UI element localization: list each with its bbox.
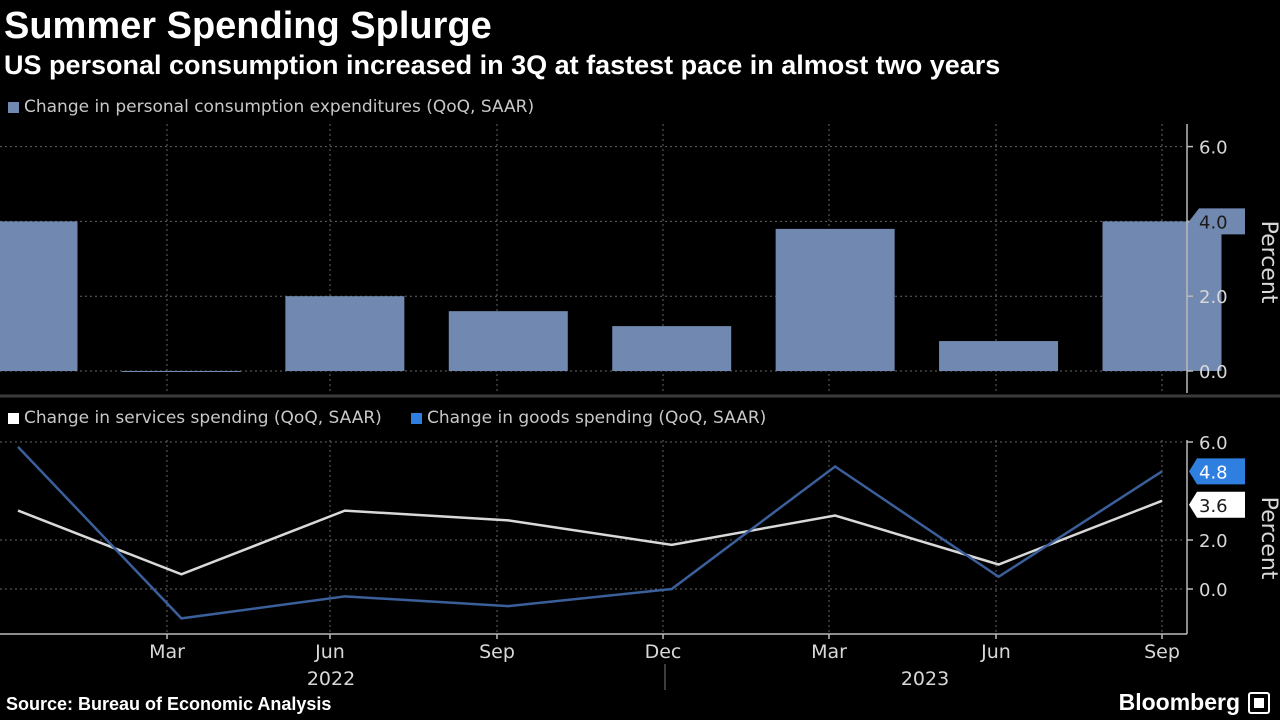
line-panel-ytick-label-1: 2.0 [1199, 531, 1228, 552]
year-label-2022: 2022 [307, 668, 355, 690]
bar-last-value-tag [1189, 208, 1245, 235]
services-legend-swatch [8, 412, 19, 424]
bar-2 [285, 296, 405, 371]
bar-0 [0, 221, 78, 371]
line-panel-ytick-label-2: 0.0 [1199, 580, 1228, 601]
bar-panel-ytick-label-2: 2.0 [1199, 287, 1228, 308]
source-note: Source: Bureau of Economic Analysis [6, 694, 332, 714]
bar-5 [775, 228, 895, 371]
goods-line [17, 446, 1163, 620]
goods-legend-label: Change in goods spending (QoQ, SAAR) [427, 408, 767, 428]
goods-last-value-tag [1189, 458, 1245, 485]
x-tick-label-2: Sep [479, 641, 515, 663]
line-panel-ytick-label-0: 6.0 [1199, 433, 1228, 454]
bar-1 [121, 371, 241, 372]
year-label-2023: 2023 [901, 668, 949, 690]
brand-icon [1248, 691, 1270, 714]
x-tick-label-3: Dec [645, 641, 682, 663]
goods-last-value-label: 4.8 [1199, 462, 1228, 483]
x-tick-label-5: Jun [980, 641, 1011, 663]
line-legend-services: Change in services spending (QoQ, SAAR) [8, 408, 382, 428]
bar-panel-ylabel: Percent [1256, 221, 1280, 304]
goods-legend-swatch [411, 412, 422, 424]
bar-last-value-label: 4.0 [1199, 212, 1228, 233]
services-last-value-tag [1189, 491, 1245, 518]
chart-subtitle: US personal consumption increased in 3Q … [4, 50, 1001, 80]
bar-6 [939, 341, 1059, 371]
bar-3 [448, 311, 568, 371]
line-panel-ylabel: Percent [1256, 497, 1280, 580]
chart-title: Summer Spending Splurge [4, 5, 492, 47]
bar-4 [612, 326, 732, 371]
x-tick-label-4: Mar [811, 641, 847, 663]
x-tick-label-6: Sep [1144, 641, 1180, 663]
brand-name: Bloomberg [1118, 689, 1240, 715]
services-line [17, 499, 1163, 576]
bar-panel-ytick-label-3: 0.0 [1199, 362, 1228, 383]
bar-legend-swatch [8, 101, 19, 113]
bar-7 [1102, 221, 1222, 371]
bar-legend-label: Change in personal consumption expenditu… [24, 97, 535, 117]
line-legend-goods: Change in goods spending (QoQ, SAAR) [411, 408, 766, 428]
bar-panel-ytick-label-0: 6.0 [1199, 138, 1228, 159]
bar-legend: Change in personal consumption expenditu… [8, 97, 534, 117]
brand-logo: Bloomberg [1119, 689, 1270, 716]
services-legend-label: Change in services spending (QoQ, SAAR) [24, 408, 382, 428]
x-tick-label-0: Mar [149, 641, 185, 663]
services-last-value-label: 3.6 [1199, 496, 1228, 517]
x-tick-label-1: Jun [314, 641, 345, 663]
